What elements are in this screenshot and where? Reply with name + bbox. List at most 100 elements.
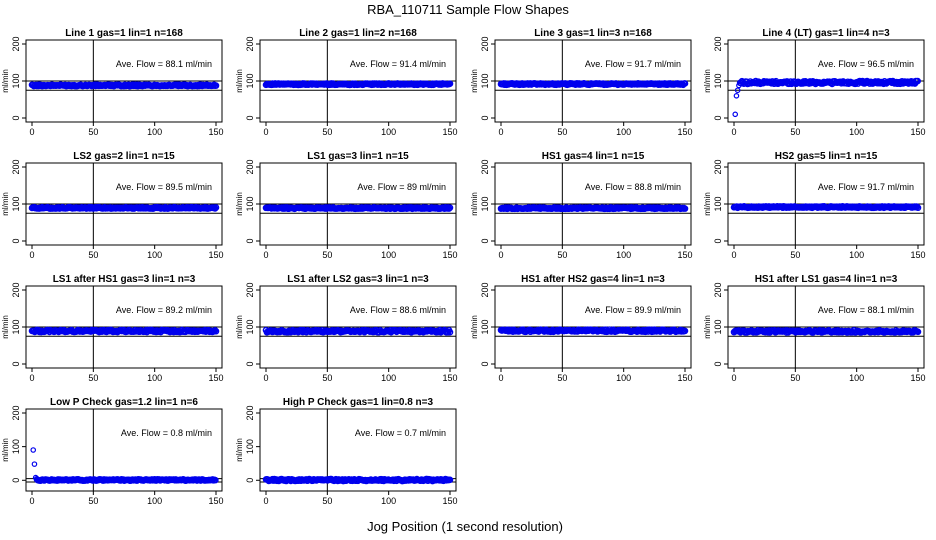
data-point [914, 204, 922, 212]
y-axis-label: ml/min [470, 69, 479, 93]
data-point [212, 476, 219, 484]
x-tick-label: 100 [381, 373, 396, 383]
data-point [445, 205, 453, 212]
x-tick-label: 100 [147, 127, 162, 137]
x-tick-label: 0 [29, 373, 34, 383]
x-tick-label: 50 [322, 127, 332, 137]
chart-panel: LS2 gas=2 lin=1 n=15 0 50 100 150 0 100 200 ml/m… [1, 151, 224, 260]
chart-panel: Line 4 (LT) gas=1 lin=4 n=3 0 50 100 150 0 100… [703, 28, 926, 137]
y-tick-label: 100 [245, 196, 255, 211]
y-tick-label: 200 [245, 282, 255, 297]
figure-title: RBA_110711 Sample Flow Shapes [367, 2, 569, 17]
y-tick-label: 100 [480, 196, 490, 211]
x-tick-label: 150 [208, 373, 223, 383]
y-tick-label: 0 [245, 115, 255, 120]
y-tick-label: 100 [11, 196, 21, 211]
y-tick-label: 0 [713, 361, 723, 366]
x-tick-label: 100 [381, 250, 396, 260]
x-tick-label: 50 [88, 496, 98, 506]
x-tick-label: 150 [208, 127, 223, 137]
x-tick-label: 50 [322, 250, 332, 260]
data-point [732, 111, 739, 118]
panel-title: Line 1 gas=1 lin=1 n=168 [65, 28, 183, 39]
x-tick-label: 100 [616, 250, 631, 260]
x-tick-label: 50 [557, 127, 567, 137]
data-point [681, 327, 689, 335]
y-tick-label: 200 [245, 36, 255, 51]
y-tick-label: 200 [713, 282, 723, 297]
y-axis-label: ml/min [470, 192, 479, 216]
x-tick-label: 150 [910, 373, 925, 383]
chart-panel: HS1 gas=4 lin=1 n=15 0 50 100 150 0 100 200 ml/m… [470, 151, 693, 260]
average-flow-annotation: Ave. Flow = 88.1 ml/min [116, 59, 212, 69]
chart-panel: LS1 after HS1 gas=3 lin=1 n=3 0 50 100 150 0 1… [1, 274, 224, 383]
x-tick-label: 100 [381, 127, 396, 137]
chart-panel: LS1 gas=3 lin=1 n=15 0 50 100 150 0 100 200 ml/m… [235, 151, 458, 260]
y-tick-label: 0 [480, 238, 490, 243]
average-flow-annotation: Ave. Flow = 89 ml/min [357, 182, 446, 192]
y-tick-label: 200 [11, 282, 21, 297]
x-tick-label: 0 [263, 127, 268, 137]
panel-title: LS1 gas=3 lin=1 n=15 [307, 151, 409, 162]
x-tick-label: 100 [616, 127, 631, 137]
y-axis-label: ml/min [235, 315, 244, 339]
chart-panel: High P Check gas=1 lin=0.8 n=3 0 50 100 150 0… [235, 397, 458, 506]
y-axis-label: ml/min [1, 315, 10, 339]
data-point [913, 203, 921, 211]
panel-title: LS1 after HS1 gas=3 lin=1 n=3 [53, 274, 196, 285]
y-tick-label: 100 [713, 319, 723, 334]
average-flow-annotation: Ave. Flow = 89.5 ml/min [116, 182, 212, 192]
x-tick-label: 50 [322, 496, 332, 506]
panel-title: Low P Check gas=1.2 lin=1 n=6 [50, 397, 198, 408]
y-tick-label: 100 [11, 439, 21, 454]
y-tick-label: 100 [11, 319, 21, 334]
y-tick-label: 200 [480, 282, 490, 297]
x-tick-label: 100 [849, 373, 864, 383]
x-tick-label: 100 [147, 496, 162, 506]
y-tick-label: 100 [245, 73, 255, 88]
panel-title: Line 3 gas=1 lin=3 n=168 [534, 28, 652, 39]
y-tick-label: 0 [11, 478, 21, 483]
y-axis-label: ml/min [1, 69, 10, 93]
data-point [681, 80, 689, 87]
y-tick-label: 100 [480, 319, 490, 334]
y-tick-label: 200 [245, 159, 255, 174]
average-flow-annotation: Ave. Flow = 0.8 ml/min [121, 428, 212, 438]
y-tick-label: 0 [245, 478, 255, 483]
data-point [681, 205, 689, 212]
x-tick-label: 150 [910, 127, 925, 137]
panel-title: HS1 after HS2 gas=4 lin=1 n=3 [521, 274, 665, 285]
y-axis-label: ml/min [1, 438, 10, 462]
x-tick-label: 0 [498, 373, 503, 383]
y-axis-label: ml/min [1, 192, 10, 216]
y-tick-label: 200 [480, 159, 490, 174]
x-tick-label: 50 [557, 373, 567, 383]
x-tick-label: 150 [442, 373, 457, 383]
y-tick-label: 200 [11, 405, 21, 420]
x-tick-label: 100 [849, 127, 864, 137]
y-axis-label: ml/min [470, 315, 479, 339]
plot-frame [25, 408, 223, 492]
x-tick-label: 150 [442, 127, 457, 137]
data-point [446, 80, 454, 87]
x-tick-label: 0 [29, 250, 34, 260]
x-tick-label: 150 [910, 250, 925, 260]
y-tick-label: 0 [713, 238, 723, 243]
data-point [446, 204, 454, 211]
x-tick-label: 150 [677, 250, 692, 260]
x-tick-label: 100 [381, 496, 396, 506]
x-tick-label: 0 [263, 496, 268, 506]
x-tick-label: 0 [498, 250, 503, 260]
panel-grid: Line 1 gas=1 lin=1 n=168 0 50 100 150 0 100 200… [1, 28, 926, 506]
x-tick-label: 150 [208, 496, 223, 506]
average-flow-annotation: Ave. Flow = 96.5 ml/min [818, 59, 914, 69]
figure-xlabel: Jog Position (1 second resolution) [367, 519, 563, 534]
x-tick-label: 0 [731, 127, 736, 137]
panel-title: High P Check gas=1 lin=0.8 n=3 [283, 397, 434, 408]
y-axis-label: ml/min [235, 192, 244, 216]
y-axis-label: ml/min [703, 315, 712, 339]
average-flow-annotation: Ave. Flow = 91.7 ml/min [818, 182, 914, 192]
panel-title: Line 4 (LT) gas=1 lin=4 n=3 [762, 28, 890, 39]
y-tick-label: 100 [245, 439, 255, 454]
panel-title: HS1 gas=4 lin=1 n=15 [542, 151, 645, 162]
